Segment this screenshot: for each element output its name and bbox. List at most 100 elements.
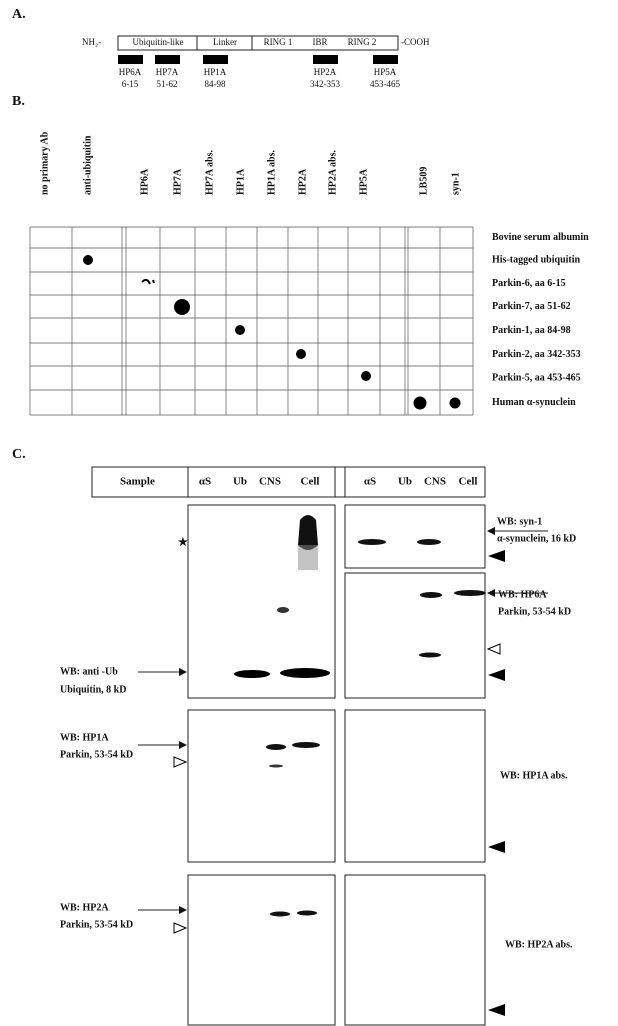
peptide-bar (155, 55, 180, 64)
row-label: Parkin-2, aa 342-353 (492, 349, 581, 360)
dot (413, 396, 427, 410)
band (277, 607, 289, 613)
domain-label: Linker (213, 37, 237, 47)
dot (361, 371, 371, 381)
blot (187, 504, 336, 699)
peptide-range: 51-62 (157, 79, 178, 89)
column-label: HP7A (172, 168, 183, 195)
domain-label: RING 2 (348, 37, 377, 47)
band (454, 590, 486, 596)
panel-label: A. (12, 7, 26, 22)
blot (344, 709, 486, 863)
star: ★ (178, 537, 188, 549)
dot (296, 349, 306, 359)
domain-label: IBR (312, 37, 327, 47)
peptide-bar (373, 55, 398, 64)
dot (235, 325, 245, 335)
row-label: Parkin-7, aa 51-62 (492, 301, 571, 312)
peptide-range: 6-15 (122, 79, 139, 89)
panel-label: C. (12, 447, 26, 462)
c-terminus: -COOH (401, 37, 430, 47)
lane-label: CNS (424, 476, 446, 488)
dot (83, 255, 93, 265)
band (269, 764, 283, 768)
domain-bar (117, 35, 399, 51)
blot (344, 572, 486, 699)
peptide-name: HP2A (314, 67, 337, 77)
peptide-name: HP5A (374, 67, 397, 77)
peptide-bar (118, 55, 143, 64)
wb-label: WB: HP2A abs. (505, 939, 573, 950)
column-label: anti-ubiquitin (82, 135, 93, 195)
blot (344, 874, 486, 1026)
lane-label: Cell (301, 476, 320, 488)
band (270, 911, 290, 917)
arrowhead (488, 841, 505, 853)
header-box (91, 466, 486, 498)
band (234, 670, 270, 678)
column-label: HP7A abs. (204, 149, 215, 195)
peptide-name: HP1A (204, 67, 227, 77)
peptide-bar (203, 55, 228, 64)
band (417, 539, 441, 545)
domain-label: Ubiquitin-like (133, 37, 184, 47)
peptide-range: 84-98 (205, 79, 226, 89)
dot (174, 299, 190, 315)
column-label: HP6A (139, 168, 150, 195)
arrowhead (488, 550, 505, 562)
wb-label: WB: HP1A abs. (500, 770, 568, 781)
column-label: LB509 (418, 167, 429, 195)
n-terminus: NH₂- (82, 37, 101, 47)
row-label: Human α-synuclein (492, 397, 576, 408)
wb-label: WB: HP2A (60, 902, 109, 913)
sample-header: Sample (120, 476, 155, 488)
band (420, 592, 442, 598)
arrowhead (173, 756, 188, 768)
band-label: Parkin, 53-54 kD (60, 919, 133, 930)
band (358, 539, 386, 545)
peptide-range: 342-353 (310, 79, 340, 89)
peptide-range: 453-465 (370, 79, 400, 89)
row-label: Parkin-1, aa 84-98 (492, 325, 571, 336)
band-label: Parkin, 53-54 kD (498, 606, 571, 617)
panel-label: B. (12, 94, 25, 109)
dot (449, 397, 461, 409)
row-label: His-tagged ubiquitin (492, 254, 581, 265)
blot (187, 709, 336, 863)
band-label: Parkin, 53-54 kD (60, 749, 133, 760)
dot-blot-grid (29, 226, 474, 416)
wb-label: WB: HP6A (498, 589, 547, 600)
lane-label: αS (364, 476, 376, 488)
row-label: Parkin-6, aa 6-15 (492, 278, 566, 289)
arrowhead (488, 1004, 505, 1016)
blot (344, 504, 486, 569)
lanes: αS αS Ub Ub CNS CNS Cell Cell (199, 476, 478, 488)
lane-label: Ub (233, 476, 247, 488)
row-label: Bovine serum albumin (492, 232, 589, 243)
band-label: Ubiquitin, 8 kD (60, 684, 126, 695)
lane-label: αS (199, 476, 211, 488)
peptide-name: HP7A (156, 67, 179, 77)
column-label: HP1A (235, 168, 246, 195)
band (298, 515, 318, 550)
column-label: HP2A abs. (327, 149, 338, 195)
column-label: HP5A (358, 168, 369, 195)
band (266, 744, 286, 750)
blot (187, 874, 336, 1026)
lane-label: CNS (259, 476, 281, 488)
row-label: Parkin-5, aa 453-465 (492, 372, 581, 383)
lane-label: Cell (459, 476, 478, 488)
column-label: syn-1 (450, 172, 461, 195)
arrowhead (173, 922, 188, 934)
band (292, 742, 320, 748)
wb-label: WB: syn-1 (497, 516, 542, 527)
band (280, 668, 330, 678)
band-label: α-synuclein, 16 kD (497, 533, 576, 544)
dot (141, 278, 155, 285)
arrowhead (488, 669, 505, 681)
band (297, 910, 317, 916)
band (298, 545, 318, 570)
wb-label: WB: HP1A (60, 732, 109, 743)
arrowhead (486, 643, 501, 655)
